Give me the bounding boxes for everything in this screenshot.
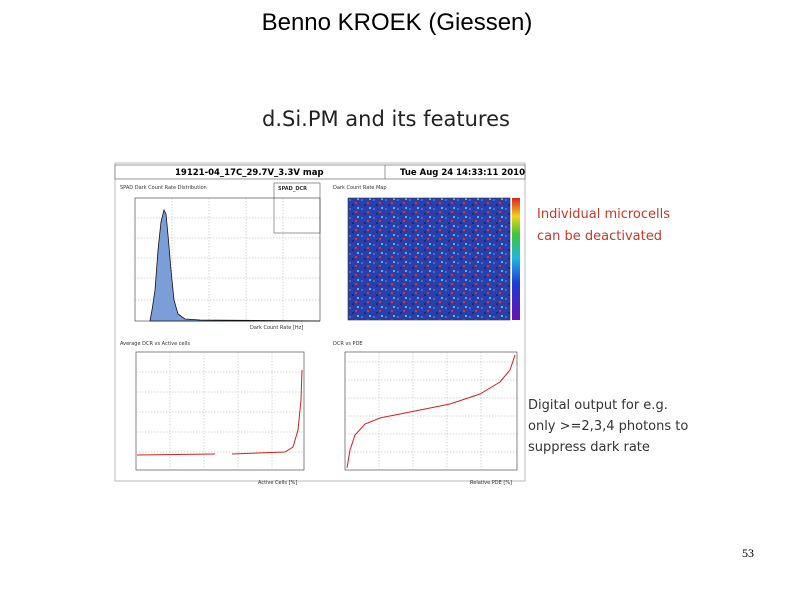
annotation-line: only >=2,3,4 photons to	[528, 419, 688, 434]
plot-frame	[135, 351, 305, 471]
screenshot-header: 19121-04_17C_29.7V_3.3V map	[175, 168, 324, 178]
plot-frame	[344, 351, 518, 471]
annotation-line: Digital output for e.g.	[528, 398, 668, 413]
annotation-line: Individual microcells	[537, 207, 670, 222]
timestamp: Tue Aug 24 14:33:11 2010	[400, 168, 525, 178]
heatmap	[347, 197, 511, 321]
subtitle: d.Si.PM and its features	[262, 107, 510, 131]
curve	[346, 354, 516, 469]
color-scale	[512, 198, 520, 320]
screenshot-header-bar	[114, 164, 526, 180]
panel-title: SPAD Dark Count Rate Distribution	[120, 185, 207, 191]
panel-title: Dark Count Rate Map	[333, 185, 387, 191]
curve	[136, 369, 303, 456]
axis-label: Dark Count Rate [Hz]	[250, 325, 303, 331]
page-number: 53	[742, 546, 754, 560]
panel-title: Average DCR vs Active cells	[120, 341, 190, 347]
panel-title: DCR vs PDE	[333, 341, 363, 347]
axis-label: Active Cells [%]	[258, 480, 297, 486]
annotation-line: suppress dark rate	[528, 440, 650, 455]
axis-label: Relative PDE [%]	[470, 480, 512, 486]
stats-box	[273, 182, 321, 234]
slide-title: Benno KROEK (Giessen)	[262, 9, 533, 36]
annotation-line: can be deactivated	[537, 229, 662, 244]
grid	[136, 352, 304, 470]
histogram	[149, 208, 321, 322]
stats-title: SPAD_DCR	[278, 186, 307, 192]
